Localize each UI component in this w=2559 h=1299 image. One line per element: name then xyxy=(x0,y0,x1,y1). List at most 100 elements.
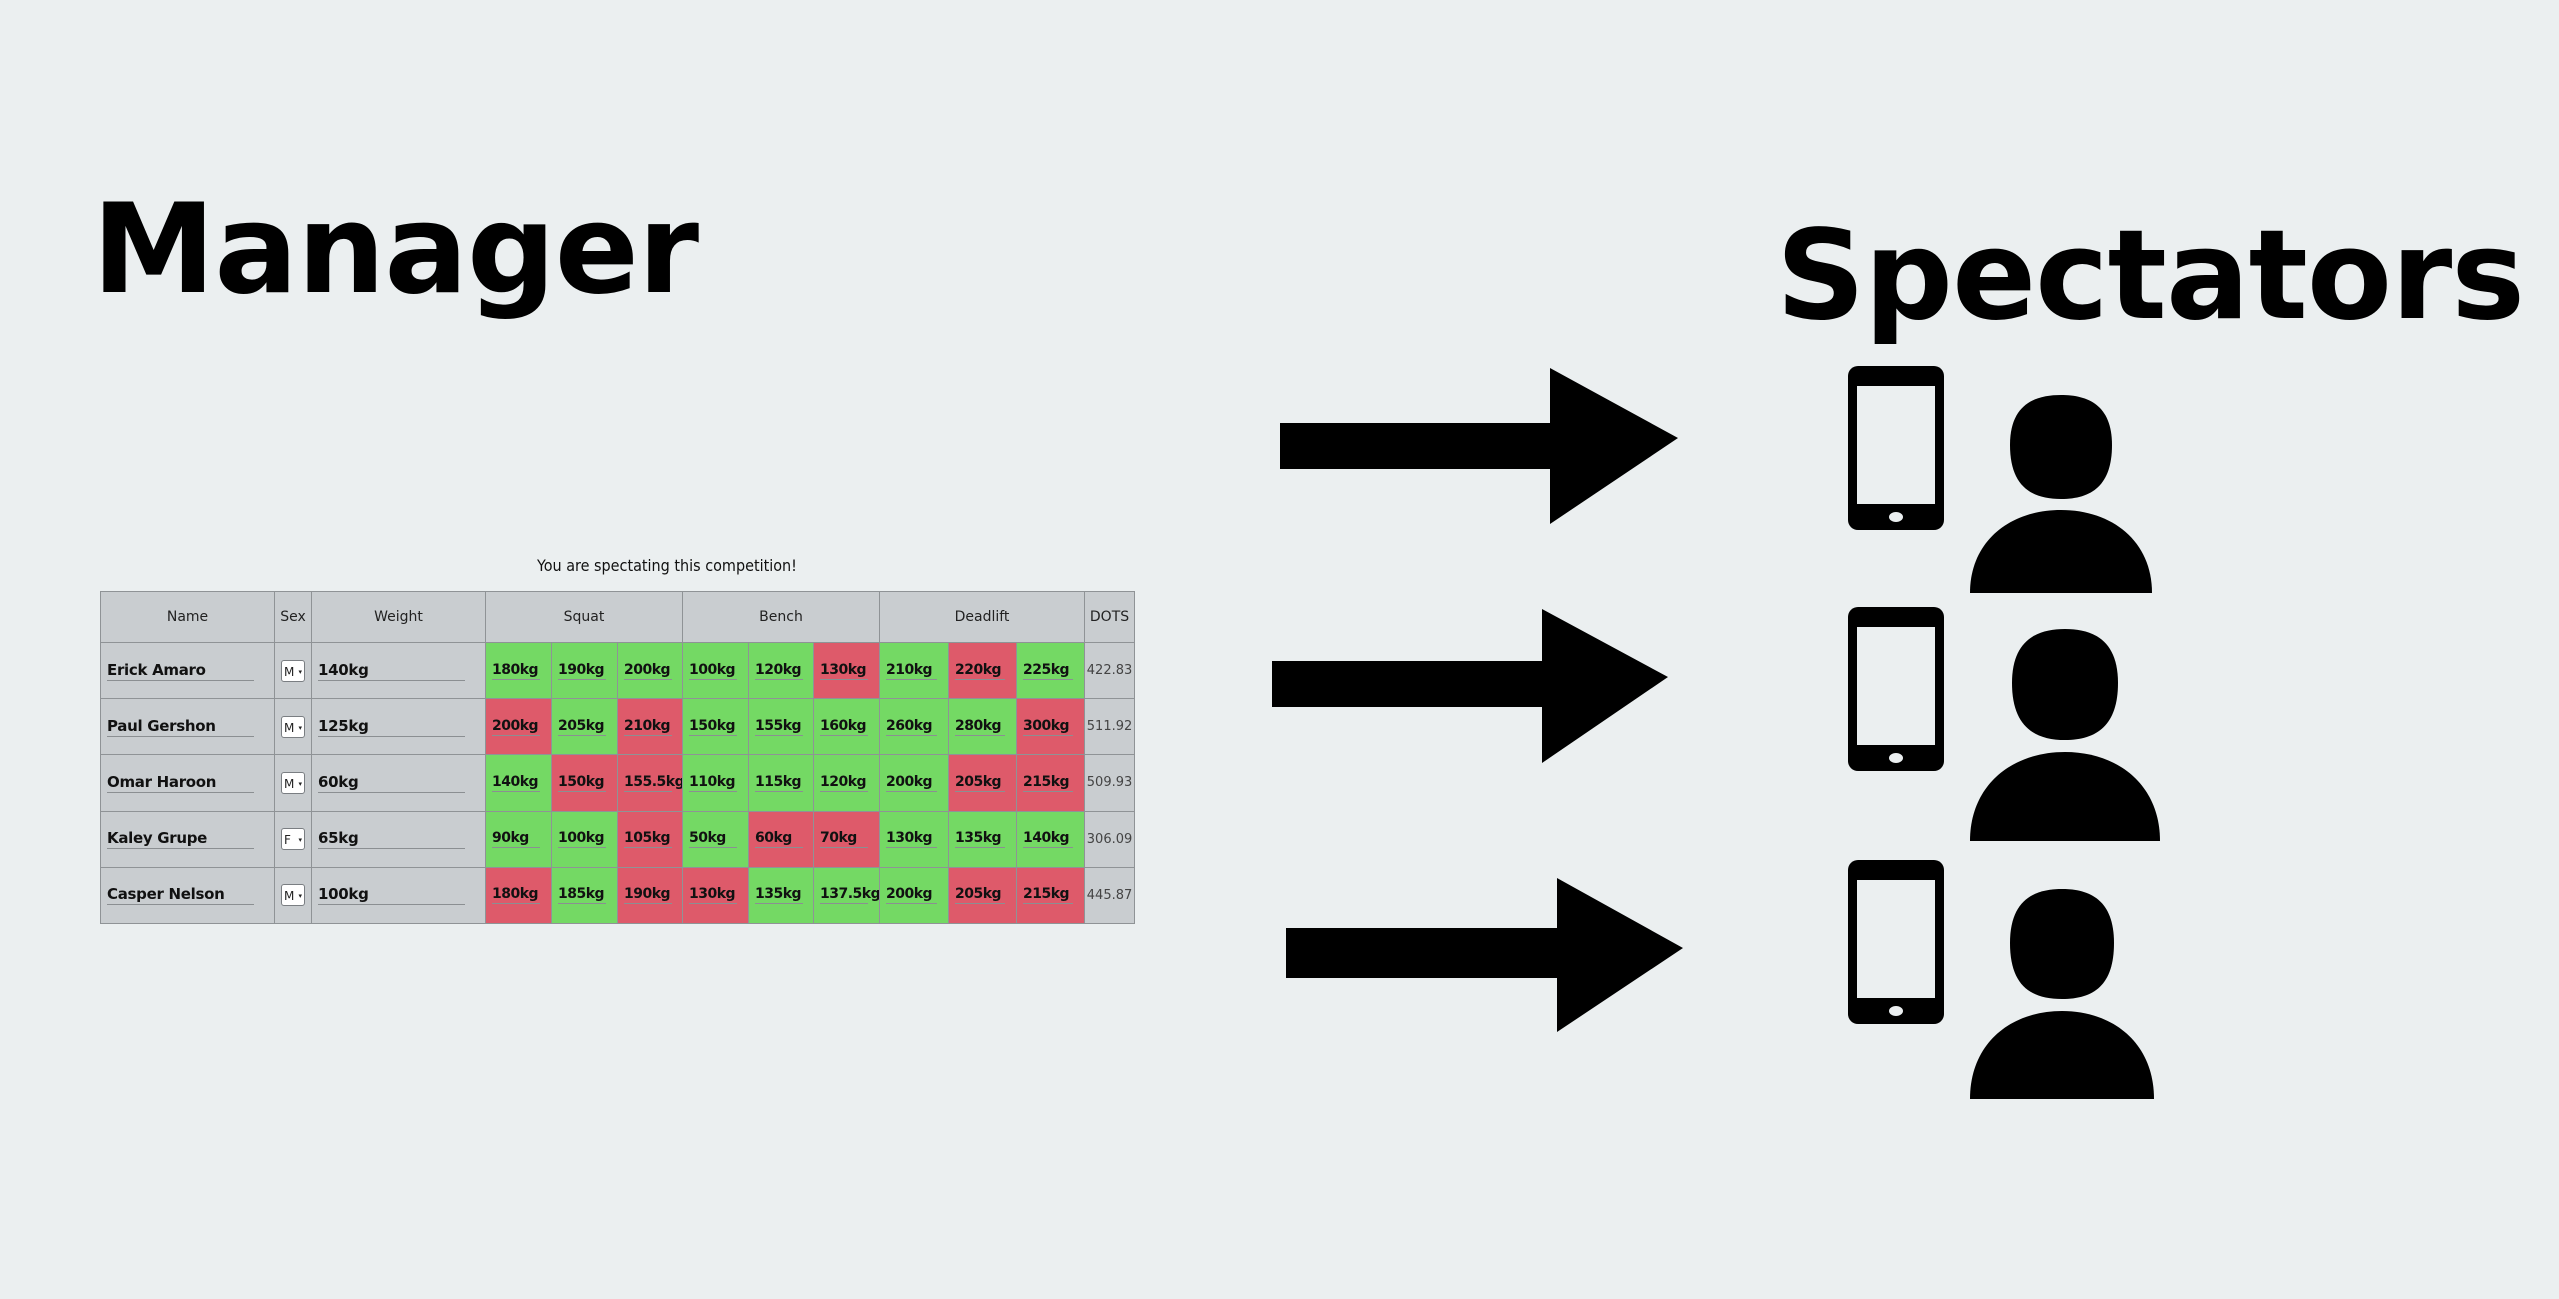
bench-attempt-3-cell[interactable]: 160kg xyxy=(813,698,880,756)
squat-attempt-value: 205kg xyxy=(558,718,607,736)
table-row: Omar Haroon M ▾ 60kg 140kg 150kg 155.5kg 110kg 1… xyxy=(100,754,1136,812)
sex-cell: M ▾ xyxy=(274,866,312,925)
table-row: Erick Amaro M ▾ 140kg 180kg 190kg 200kg 100kg 12… xyxy=(100,641,1136,700)
squat-attempt-2-cell[interactable]: 150kg xyxy=(551,754,618,812)
deadlift-attempt-value: 280kg xyxy=(955,718,1006,736)
lifter-name-cell[interactable]: Paul Gershon xyxy=(100,698,275,756)
lifter-name: Paul Gershon xyxy=(107,717,254,737)
spectators-title: Spectators xyxy=(1776,204,2525,348)
bodyweight-cell[interactable]: 140kg xyxy=(311,641,486,700)
lifter-name-cell[interactable]: Omar Haroon xyxy=(100,754,275,812)
dots-score: 422.83 xyxy=(1084,641,1136,700)
bench-attempt-2-cell[interactable]: 155kg xyxy=(748,698,814,756)
bodyweight-cell[interactable]: 65kg xyxy=(311,810,486,868)
deadlift-attempt-3-cell[interactable]: 215kg xyxy=(1015,754,1086,812)
deadlift-attempt-value: 210kg xyxy=(886,662,937,680)
squat-attempt-3-cell[interactable]: 105kg xyxy=(617,810,683,868)
bench-attempt-1-cell[interactable]: 110kg xyxy=(682,754,749,812)
deadlift-attempt-2-cell[interactable]: 220kg xyxy=(948,641,1017,700)
deadlift-attempt-1-cell[interactable]: 210kg xyxy=(879,641,949,700)
squat-attempt-2-cell[interactable]: 100kg xyxy=(551,810,618,868)
deadlift-attempt-1-cell[interactable]: 200kg xyxy=(879,754,949,812)
deadlift-attempt-3-cell[interactable]: 225kg xyxy=(1015,641,1086,700)
sex-select[interactable]: M ▾ xyxy=(281,884,305,907)
right-arrow-icon xyxy=(1272,609,1668,763)
deadlift-attempt-1-cell[interactable]: 200kg xyxy=(879,866,949,925)
squat-attempt-1-cell[interactable]: 180kg xyxy=(485,641,552,700)
sex-select[interactable]: M ▾ xyxy=(281,659,305,682)
deadlift-attempt-2-cell[interactable]: 280kg xyxy=(948,698,1017,756)
deadlift-attempt-2-cell[interactable]: 205kg xyxy=(948,754,1017,812)
deadlift-attempt-3-cell[interactable]: 140kg xyxy=(1015,810,1086,868)
deadlift-attempt-1-cell[interactable]: 130kg xyxy=(879,810,949,868)
bodyweight-cell[interactable]: 125kg xyxy=(311,698,486,756)
squat-attempt-2-cell[interactable]: 190kg xyxy=(551,641,618,700)
bench-attempt-value: 160kg xyxy=(820,718,869,736)
squat-attempt-1-cell[interactable]: 200kg xyxy=(485,698,552,756)
deadlift-attempt-value: 260kg xyxy=(886,718,937,736)
squat-attempt-2-cell[interactable]: 205kg xyxy=(551,698,618,756)
bench-attempt-value: 130kg xyxy=(689,886,738,905)
lifter-name-cell[interactable]: Erick Amaro xyxy=(100,641,275,700)
deadlift-attempt-3-cell[interactable]: 215kg xyxy=(1015,866,1086,925)
bench-attempt-3-cell[interactable]: 130kg xyxy=(813,641,880,700)
squat-attempt-value: 180kg xyxy=(492,662,541,680)
lifter-name-cell[interactable]: Kaley Grupe xyxy=(100,810,275,868)
bench-attempt-1-cell[interactable]: 130kg xyxy=(682,866,749,925)
spectating-notice: You are spectating this competition! xyxy=(537,556,797,575)
bodyweight-value: 65kg xyxy=(318,829,465,850)
squat-attempt-1-cell[interactable]: 180kg xyxy=(485,866,552,925)
bench-attempt-1-cell[interactable]: 150kg xyxy=(682,698,749,756)
lifter-name: Casper Nelson xyxy=(107,885,254,906)
sex-value: M xyxy=(284,776,295,791)
header-squat: Squat xyxy=(485,591,683,643)
lifter-name-cell[interactable]: Casper Nelson xyxy=(100,866,275,925)
squat-attempt-1-cell[interactable]: 90kg xyxy=(485,810,552,868)
deadlift-attempt-2-cell[interactable]: 135kg xyxy=(948,810,1017,868)
lifter-name: Erick Amaro xyxy=(107,661,254,681)
header-sex: Sex xyxy=(274,591,312,643)
sex-cell: F ▾ xyxy=(274,810,312,868)
sex-select[interactable]: M ▾ xyxy=(281,715,305,738)
squat-attempt-3-cell[interactable]: 155.5kg xyxy=(617,754,683,812)
squat-attempt-1-cell[interactable]: 140kg xyxy=(485,754,552,812)
chevron-down-icon: ▾ xyxy=(298,836,302,845)
bodyweight-cell[interactable]: 100kg xyxy=(311,866,486,925)
squat-attempt-3-cell[interactable]: 190kg xyxy=(617,866,683,925)
bench-attempt-3-cell[interactable]: 137.5kg xyxy=(813,866,880,925)
bodyweight-cell[interactable]: 60kg xyxy=(311,754,486,812)
bench-attempt-3-cell[interactable]: 70kg xyxy=(813,810,880,868)
deadlift-attempt-1-cell[interactable]: 260kg xyxy=(879,698,949,756)
squat-attempt-value: 155.5kg xyxy=(624,773,683,792)
bodyweight-value: 125kg xyxy=(318,717,465,737)
sex-value: M xyxy=(284,720,295,735)
deadlift-attempt-value: 225kg xyxy=(1023,662,1074,680)
header-dots: DOTS xyxy=(1084,591,1136,643)
sex-cell: M ▾ xyxy=(274,754,312,812)
bench-attempt-1-cell[interactable]: 50kg xyxy=(682,810,749,868)
deadlift-attempt-3-cell[interactable]: 300kg xyxy=(1015,698,1086,756)
right-arrow-icon xyxy=(1286,878,1683,1032)
lifter-name: Omar Haroon xyxy=(107,773,254,793)
competition-table: Name Sex Weight Squat Bench Deadlift DOT… xyxy=(100,591,1136,925)
bench-attempt-2-cell[interactable]: 135kg xyxy=(748,866,814,925)
squat-attempt-2-cell[interactable]: 185kg xyxy=(551,866,618,925)
bench-attempt-2-cell[interactable]: 120kg xyxy=(748,641,814,700)
squat-attempt-3-cell[interactable]: 200kg xyxy=(617,641,683,700)
bench-attempt-3-cell[interactable]: 120kg xyxy=(813,754,880,812)
dots-score: 306.09 xyxy=(1084,810,1136,868)
bench-attempt-value: 110kg xyxy=(689,774,738,792)
bench-attempt-1-cell[interactable]: 100kg xyxy=(682,641,749,700)
smartphone-icon xyxy=(1848,607,1944,771)
bodyweight-value: 60kg xyxy=(318,773,465,793)
squat-attempt-3-cell[interactable]: 210kg xyxy=(617,698,683,756)
table-row: Casper Nelson M ▾ 100kg 180kg 185kg 190kg 130kg… xyxy=(100,866,1136,925)
bench-attempt-2-cell[interactable]: 115kg xyxy=(748,754,814,812)
sex-select[interactable]: F ▾ xyxy=(281,828,305,851)
sex-select[interactable]: M ▾ xyxy=(281,771,305,794)
deadlift-attempt-value: 130kg xyxy=(886,830,937,849)
deadlift-attempt-2-cell[interactable]: 205kg xyxy=(948,866,1017,925)
chevron-down-icon: ▾ xyxy=(298,779,302,788)
header-weight: Weight xyxy=(311,591,486,643)
bench-attempt-2-cell[interactable]: 60kg xyxy=(748,810,814,868)
